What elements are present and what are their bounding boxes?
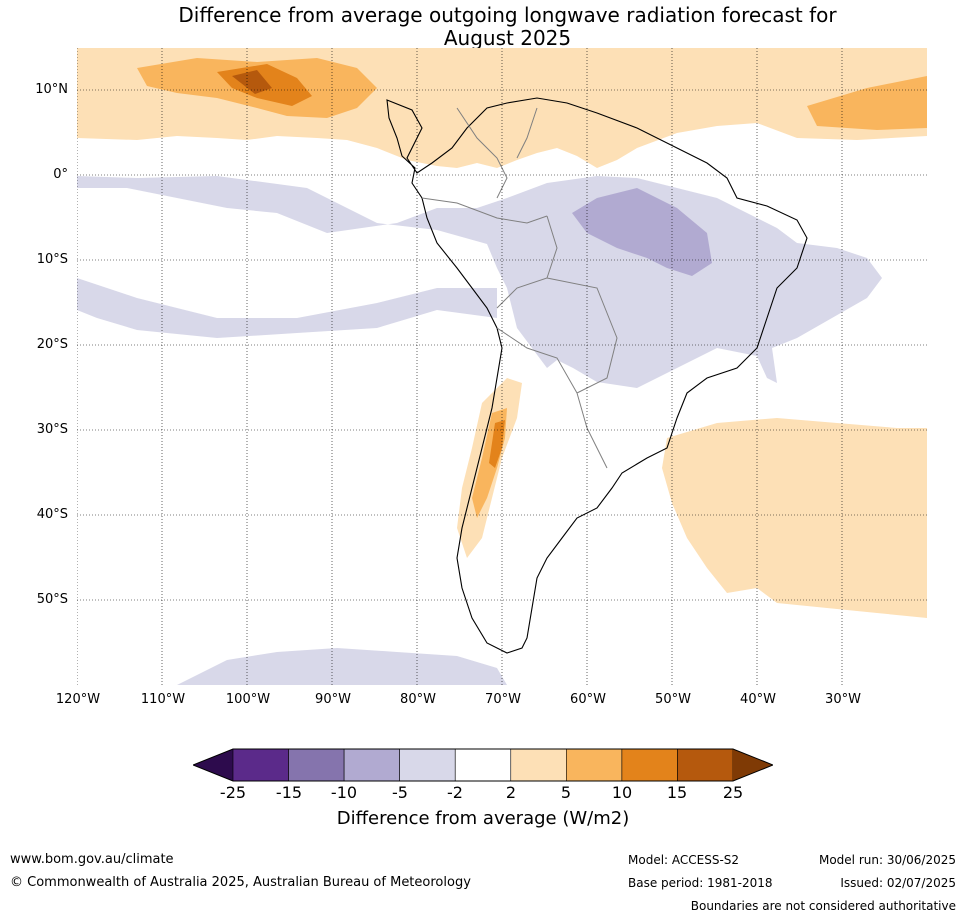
colorbar-outline bbox=[193, 748, 773, 782]
lat-label-0: 0° bbox=[53, 167, 68, 182]
colorbar-tick-label: -5 bbox=[392, 783, 408, 802]
lon-label-30w: 30°W bbox=[825, 692, 861, 707]
lat-label-10n: 10°N bbox=[35, 82, 68, 97]
colorbar-tick-label: 25 bbox=[722, 783, 744, 802]
colorbar-swatch bbox=[454, 748, 512, 782]
copyright-text: © Commonwealth of Australia 2025, Austra… bbox=[10, 875, 471, 890]
colorbar-swatch bbox=[566, 748, 623, 782]
lat-gridlines bbox=[77, 89, 927, 601]
lon-label-50w: 50°W bbox=[655, 692, 691, 707]
model-text: Model: ACCESS-S2 bbox=[628, 853, 740, 867]
lon-gridlines bbox=[77, 48, 843, 685]
lon-label-120w: 120°W bbox=[55, 692, 101, 707]
lon-label-70w: 70°W bbox=[485, 692, 521, 707]
lat-label-20s: 20°S bbox=[36, 337, 68, 352]
anomaly-region-pos-15-25-north bbox=[232, 70, 272, 94]
chart-title: Difference from average outgoing longwav… bbox=[0, 4, 965, 50]
colorbar-tick-label: -15 bbox=[275, 783, 303, 802]
disclaimer-text: Boundaries are not considered authoritat… bbox=[690, 899, 956, 913]
anomaly-region-pos-10-15-andes bbox=[489, 420, 505, 468]
lon-label-80w: 80°W bbox=[400, 692, 436, 707]
title-line-1: Difference from average outgoing longwav… bbox=[178, 3, 837, 27]
colorbar-swatch bbox=[399, 748, 456, 782]
colorbar-swatch bbox=[343, 748, 400, 782]
colorbar-swatch bbox=[232, 748, 289, 782]
map-canvas bbox=[77, 48, 927, 685]
colorbar-label: Difference from average (W/m2) bbox=[336, 808, 630, 829]
colorbar-swatch bbox=[677, 748, 734, 782]
anomaly-region-neg-2-5-southpac bbox=[77, 278, 497, 338]
colorbar-extend-low bbox=[193, 749, 233, 781]
colorbar-tick-label: -25 bbox=[219, 783, 247, 802]
lon-label-110w: 110°W bbox=[140, 692, 186, 707]
title-line-2: August 2025 bbox=[443, 26, 572, 50]
colorbar-swatch bbox=[621, 748, 678, 782]
lon-label-60w: 60°W bbox=[570, 692, 606, 707]
colorbar-extend-high bbox=[733, 749, 773, 781]
anomaly-region-neg-2-5-pacific bbox=[77, 176, 882, 388]
website-link[interactable]: www.bom.gov.au/climate bbox=[10, 852, 174, 867]
map-panel bbox=[77, 48, 927, 685]
coastline-south-america bbox=[386, 97, 808, 654]
lat-label-50s: 50°S bbox=[36, 592, 68, 607]
colorbar-tick-label: -2 bbox=[447, 783, 463, 802]
lon-label-100w: 100°W bbox=[225, 692, 271, 707]
country-borders bbox=[421, 107, 618, 469]
lat-label-40s: 40°S bbox=[36, 507, 68, 522]
lat-label-30s: 30°S bbox=[36, 422, 68, 437]
colorbar bbox=[193, 748, 773, 782]
lon-label-90w: 90°W bbox=[315, 692, 351, 707]
lat-label-10s: 10°S bbox=[36, 252, 68, 267]
anomaly-region-neg-2-5-south bbox=[177, 648, 507, 685]
colorbar-swatch bbox=[510, 748, 567, 782]
lon-label-40w: 40°W bbox=[740, 692, 776, 707]
anomaly-region-pos-5-10-east bbox=[807, 76, 927, 130]
colorbar-tick-label: 10 bbox=[611, 783, 633, 802]
anomaly-region-pos-2-5-atlantic bbox=[662, 418, 927, 618]
colorbar-tick-label: 2 bbox=[505, 783, 517, 802]
colorbar-tick-label: 5 bbox=[560, 783, 572, 802]
issued-text: Issued: 02/07/2025 bbox=[840, 876, 956, 890]
colorbar-tick-label: 15 bbox=[666, 783, 688, 802]
base-period-text: Base period: 1981-2018 bbox=[628, 876, 773, 890]
colorbar-tick-label: -10 bbox=[330, 783, 358, 802]
anomaly-region-neg-5-10-brazil bbox=[572, 188, 712, 276]
colorbar-swatch bbox=[288, 748, 345, 782]
model-run-text: Model run: 30/06/2025 bbox=[818, 853, 956, 867]
